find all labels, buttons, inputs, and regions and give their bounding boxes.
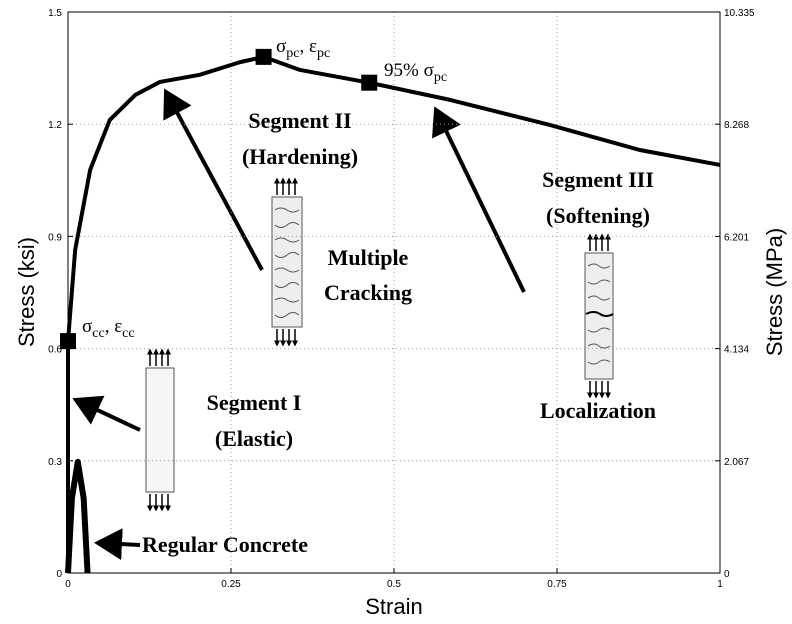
point-marker	[60, 333, 76, 350]
y-tick-label: 0.6	[48, 345, 62, 356]
annotation: Cracking	[324, 280, 412, 305]
point-label-part: , ε	[299, 36, 317, 57]
y-tick-label: 1.5	[48, 8, 62, 19]
annotation: (Elastic)	[215, 426, 293, 451]
specimens	[145, 196, 614, 493]
annotation: Segment III	[542, 167, 654, 192]
annotation: (Softening)	[546, 203, 650, 228]
y2-tick-label: 0	[724, 569, 730, 580]
point-label-part: cc	[122, 326, 134, 341]
point-label: 95% σpc	[384, 60, 447, 85]
point-label-part: pc	[317, 46, 330, 61]
y2-tick-label: 4.134	[724, 345, 749, 356]
y-tick-label: 0	[56, 569, 62, 580]
x-tick-label: 0	[65, 579, 71, 590]
y2-tick-label: 2.067	[724, 457, 749, 468]
y-axis-label: Stress (ksi)	[14, 237, 39, 347]
x-axis-label: Strain	[365, 594, 422, 619]
x-tick-label: 0.75	[547, 579, 567, 590]
annotation: Segment I	[207, 390, 302, 415]
plot-frame	[67, 11, 721, 574]
x-tick-label: 1	[717, 579, 723, 590]
point-label-part: , ε	[105, 316, 123, 337]
y-tick-label: 1.2	[48, 120, 62, 131]
y2-tick-label: 6.201	[724, 232, 749, 243]
curve	[65, 458, 91, 574]
point-label-part: σ	[82, 316, 92, 337]
x-tick-label: 0.5	[387, 579, 401, 590]
arrows	[72, 88, 526, 561]
y2-tick-label: 10.335	[724, 8, 755, 19]
load-arrows	[147, 177, 611, 512]
point-label-part: σ	[276, 36, 286, 57]
y-tick-label: 0.9	[48, 232, 62, 243]
point-label-part: pc	[434, 70, 447, 85]
point-label-part: 95% σ	[384, 60, 434, 81]
point-marker	[361, 74, 378, 91]
annotation: Segment II	[248, 108, 351, 133]
y-tick-label: 0.3	[48, 457, 62, 468]
point-label-part: pc	[286, 46, 299, 61]
series-label: Regular Concrete	[142, 532, 308, 557]
point-label-part: cc	[92, 326, 104, 341]
point-label: σpc, εpc	[276, 36, 330, 61]
y2-tick-label: 8.268	[724, 120, 749, 131]
annotation: Localization	[540, 398, 656, 423]
x-tick-label: 0.25	[221, 579, 241, 590]
point-label: σcc, εcc	[82, 316, 135, 341]
annotation: Multiple	[328, 245, 409, 270]
point-marker	[255, 48, 272, 65]
annotation: (Hardening)	[242, 144, 358, 169]
y2-axis-label: Stress (MPa)	[762, 228, 787, 356]
curve	[66, 54, 721, 573]
